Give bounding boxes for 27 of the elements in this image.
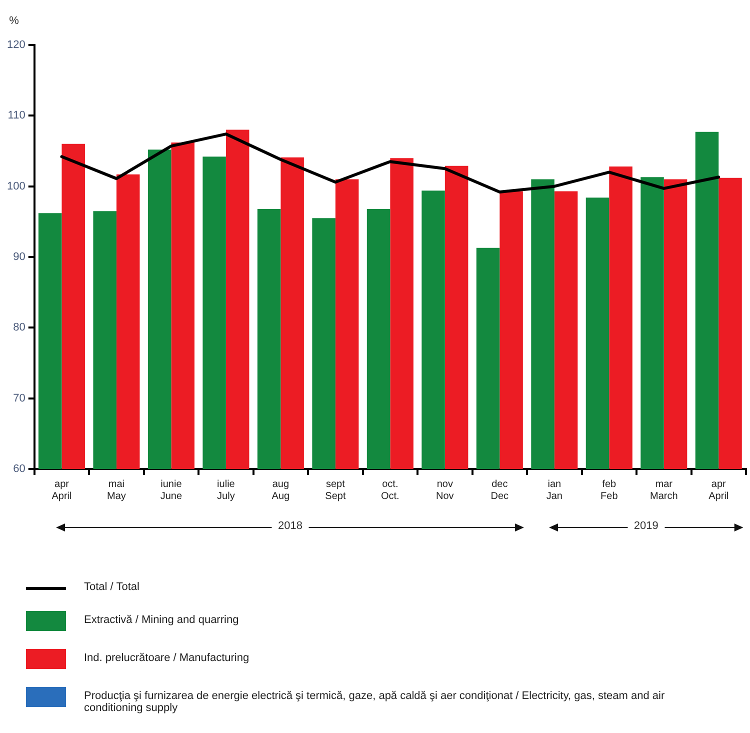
y-tick-label: 100	[6, 180, 26, 192]
y-tick-label: 120	[6, 39, 26, 52]
x-tick-label: oct. Oct.	[381, 478, 400, 502]
x-tick-label: feb Feb	[600, 478, 618, 502]
legend-label: Total / Total	[84, 581, 140, 593]
legend-label: Ind. prelucrătoare / Manufacturing	[84, 652, 250, 664]
x-tick-label: apr April	[52, 478, 72, 502]
legend-label: Producţia şi furnizarea de energie electrică şi termică, gaze, apă caldă şi aer condiţionat / Electricity, gas, steam and air conditioning supply	[84, 690, 666, 714]
x-tick-label: dec Dec	[490, 478, 509, 502]
x-tick-label: ian Jan	[546, 478, 562, 502]
text: 2019	[628, 520, 664, 532]
y-tick-label: 90	[13, 251, 26, 264]
x-tick-label: aug Aug	[272, 478, 290, 502]
y-tick-label: 70	[13, 392, 26, 404]
y-tick-label: 60	[13, 463, 26, 476]
x-tick-label: nov Nov	[436, 478, 454, 502]
x-tick-label: iulie July	[217, 478, 236, 502]
y-axis-title: %	[9, 15, 20, 27]
x-tick-label: iunie June	[160, 478, 182, 502]
x-tick-label: mar March	[650, 478, 678, 502]
legend-label: Extractivă / Mining and quarring	[84, 614, 239, 626]
y-tick-label: 80	[13, 322, 26, 334]
text: 2018	[272, 520, 308, 532]
y-tick-label: 110	[8, 110, 26, 122]
x-tick-label: mai May	[107, 478, 126, 502]
x-tick-label: sept Sept	[325, 478, 346, 502]
x-tick-label: apr April	[708, 478, 729, 502]
